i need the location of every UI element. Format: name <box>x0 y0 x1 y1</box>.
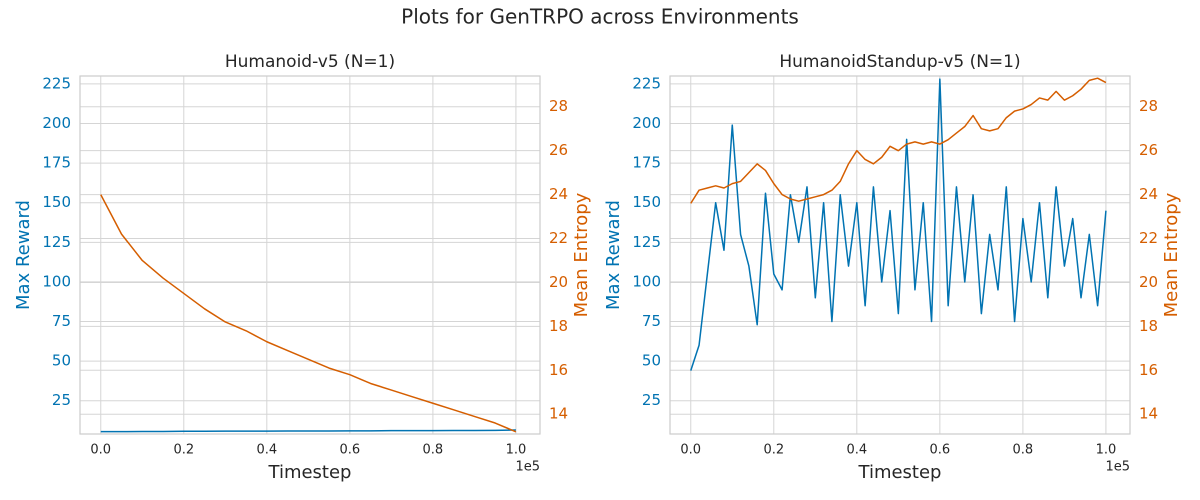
y2-axis-label: Mean Entropy <box>571 192 592 317</box>
y-tick-label: 25 <box>52 391 71 409</box>
y-axis-label: Max Reward <box>13 200 34 310</box>
x-tick-label: 1.0 <box>506 443 527 458</box>
y-tick-label: 175 <box>42 154 71 172</box>
y-tick-label: 75 <box>642 312 661 330</box>
x-tick-label: 0.6 <box>930 443 951 458</box>
plot-background <box>670 76 1130 434</box>
x-tick-label: 1.0 <box>1096 443 1117 458</box>
y-tick-label: 200 <box>42 114 71 132</box>
chart-title: Humanoid-v5 (N=1) <box>225 52 395 72</box>
series-line <box>100 194 517 433</box>
y2-tick-label: 16 <box>1139 361 1158 379</box>
y-tick-label: 100 <box>42 272 71 290</box>
x-tick-label: 0.4 <box>846 443 867 458</box>
y2-tick-label: 14 <box>549 405 568 423</box>
y-tick-label: 225 <box>42 74 71 92</box>
x-offset-label: 1e5 <box>1105 460 1130 475</box>
x-offset-label: 1e5 <box>515 460 540 475</box>
y2-tick-label: 26 <box>549 141 568 159</box>
y2-tick-label: 22 <box>1139 229 1158 247</box>
y-tick-label: 100 <box>632 272 661 290</box>
series-line <box>100 429 516 433</box>
y2-tick-label: 24 <box>1139 185 1158 203</box>
x-tick-label: 0.6 <box>340 443 361 458</box>
y2-tick-label: 18 <box>549 317 568 335</box>
y-tick-label: 25 <box>642 391 661 409</box>
x-axis-label: Timestep <box>858 462 942 483</box>
y2-tick-label: 18 <box>1139 317 1158 335</box>
y-tick-label: 225 <box>632 74 661 92</box>
y2-tick-label: 22 <box>549 229 568 247</box>
y-tick-label: 150 <box>632 193 661 211</box>
x-tick-label: 0.2 <box>173 443 194 458</box>
y-axis-label: Max Reward <box>603 200 624 310</box>
y-tick-label: 125 <box>632 233 661 251</box>
x-tick-label: 0.0 <box>90 443 111 458</box>
plot-background <box>80 76 540 434</box>
y2-tick-label: 26 <box>1139 141 1158 159</box>
series-line <box>690 77 1107 204</box>
y-tick-label: 50 <box>642 352 661 370</box>
y2-tick-label: 16 <box>549 361 568 379</box>
plot-frame <box>669 75 1131 435</box>
y2-axis-label: Mean Entropy <box>1161 192 1182 317</box>
y2-tick-label: 20 <box>549 273 568 291</box>
x-axis-label: Timestep <box>268 462 352 483</box>
chart-title: HumanoidStandup-v5 (N=1) <box>779 52 1020 72</box>
x-tick-label: 0.8 <box>423 443 444 458</box>
y-tick-label: 75 <box>52 312 71 330</box>
y-tick-label: 200 <box>632 114 661 132</box>
x-tick-label: 0.2 <box>763 443 784 458</box>
y2-tick-label: 28 <box>1139 97 1158 115</box>
y-tick-label: 50 <box>52 352 71 370</box>
x-tick-label: 0.0 <box>680 443 701 458</box>
figure-title: Plots for GenTRPO across Environments <box>401 5 799 29</box>
y2-tick-label: 28 <box>549 97 568 115</box>
series-line <box>690 78 1107 371</box>
y2-tick-label: 20 <box>1139 273 1158 291</box>
y-tick-label: 175 <box>632 154 661 172</box>
y-tick-label: 150 <box>42 193 71 211</box>
y2-tick-label: 24 <box>549 185 568 203</box>
x-tick-label: 0.8 <box>1013 443 1034 458</box>
plot-frame <box>79 75 541 435</box>
y-tick-label: 125 <box>42 233 71 251</box>
x-tick-label: 0.4 <box>256 443 277 458</box>
y2-tick-label: 14 <box>1139 405 1158 423</box>
